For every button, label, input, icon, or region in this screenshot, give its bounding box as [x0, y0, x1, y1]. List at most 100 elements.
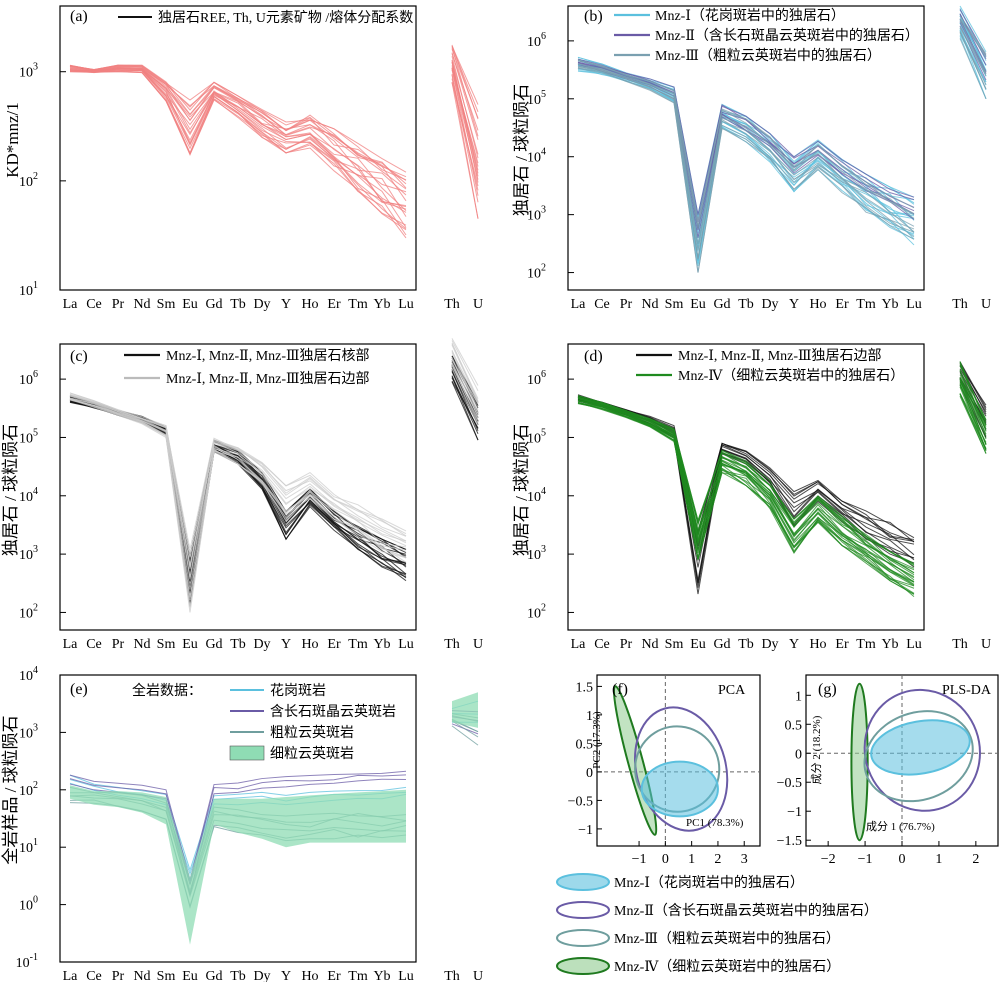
- panel-e-labels: (e) 全岩数据： 花岗斑岩 含长石斑晶云英斑岩 粗粒云英斑岩 细粒云英斑岩 全…: [1, 681, 396, 865]
- panel-d-legend-1: Mnz-Ⅰ, Mnz-Ⅱ, Mnz-Ⅲ独居石边部: [678, 348, 882, 364]
- panel-b-xtick-label: Lu: [906, 297, 922, 312]
- panel-g-xtick-label: 0: [899, 852, 906, 867]
- panel-a-ylabel: KD*mnz/1: [3, 102, 22, 178]
- panel-c-series-line: [69, 400, 407, 603]
- panel-d-xtick-label: Lu: [906, 637, 922, 652]
- panel-b-series-line: [577, 67, 915, 261]
- panel-d-series-line: [577, 401, 915, 594]
- panel-d-legend-2: Mnz-Ⅳ（细粒云英斑岩中的独居石）: [678, 367, 904, 384]
- panel-f-ellipse-2: [634, 706, 729, 832]
- bottom-legend-label-3: Mnz-Ⅲ（粗粒云英斑岩中的独居石）: [614, 930, 840, 947]
- panel-d-series-line: [577, 398, 915, 578]
- panel-d-xtick-label: Tb: [738, 637, 754, 652]
- panel-c-xtick-label: Nd: [133, 637, 150, 652]
- panel-d-xtick-label: Ce: [594, 637, 610, 652]
- panel-c-series-line-thu: [451, 368, 479, 426]
- panel-a-xtick-label: Tb: [230, 297, 246, 312]
- panel-a-ytick-label: 101: [19, 280, 38, 299]
- panel-d-series-line: [577, 399, 915, 583]
- panel-a-series-line: [69, 67, 407, 213]
- panel-f-ellipse-1: [640, 760, 719, 818]
- panel-c-frame: [59, 343, 417, 631]
- panel-a-xtick-label: Yb: [373, 297, 390, 312]
- panel-d-series-line-thu: [959, 376, 987, 431]
- panel-d-labels: (d) Mnz-Ⅰ, Mnz-Ⅱ, Mnz-Ⅲ独居石边部 Mnz-Ⅳ（细粒云英斑…: [512, 348, 904, 556]
- bottom-legend-label-2: Mnz-Ⅱ（含长石斑晶云英斑岩中的独居石）: [614, 902, 878, 919]
- panel-a-series-line: [69, 66, 407, 193]
- panel-a-ytick-label: 103: [19, 62, 38, 81]
- panel-c-xtick-label: La: [63, 637, 79, 652]
- panel-a-labels: (a) 独居石REE, Th, U元素矿物 /熔体分配系数 KD*mnz/1: [3, 8, 413, 178]
- panel-a-xtick-label: Lu: [398, 297, 414, 312]
- panel-b-series-line-thu: [959, 38, 987, 99]
- panel-d-series-line: [577, 402, 915, 587]
- panel-d-xtick-label: Tm: [856, 637, 876, 652]
- bottom-legend-marker-3: [556, 929, 610, 947]
- panel-b-series-line-thu: [959, 15, 987, 55]
- panel-a-series-line: [69, 69, 407, 226]
- panel-d-xtick-label: La: [571, 637, 587, 652]
- panel-b-xtick-label: Sm: [665, 297, 684, 312]
- panel-f-xtick-label: 0: [662, 852, 669, 867]
- panel-c-series-line: [69, 398, 407, 589]
- panel-b-series-line: [577, 67, 915, 264]
- panel-c-series-line-thu: [451, 344, 479, 403]
- panel-e-xtick-label: Yb: [373, 969, 390, 982]
- panel-e-band-thu: [452, 692, 478, 728]
- panel-c-series-line: [69, 392, 407, 558]
- panel-e-xtick-label: Tb: [230, 969, 246, 982]
- panel-f-ytick-label: 1.5: [576, 680, 594, 695]
- panel-d-series-line: [577, 396, 915, 574]
- panel-f-ytick-label: −0.5: [568, 794, 593, 809]
- panel-e-legend-4: 细粒云英斑岩: [270, 745, 354, 762]
- panel-c-legend-1: Mnz-Ⅰ, Mnz-Ⅱ, Mnz-Ⅲ独居石核部: [166, 348, 370, 364]
- panel-b-tag: (b): [584, 8, 603, 25]
- panel-e-legend-3: 粗粒云英斑岩: [270, 724, 354, 741]
- panel-c-series-line: [69, 394, 407, 578]
- panel-d-series-line: [577, 400, 915, 595]
- panel-c-series-line: [69, 399, 407, 582]
- panel-g-ylabel: 成分 2 (18.2%): [810, 715, 823, 784]
- panel-b-xtick-label: Dy: [761, 297, 778, 312]
- panel-b-xtick-label: Eu: [690, 297, 706, 312]
- panel-f-tag: (f): [612, 681, 628, 698]
- panel-c-series-line-thu: [451, 350, 479, 403]
- panel-a-series-line-thu: [451, 46, 479, 113]
- panel-a-xtick-label: Tm: [348, 297, 368, 312]
- panel-e-xtick-label: Eu: [182, 969, 198, 982]
- panel-e-series-line: [69, 774, 407, 885]
- panel-d-ylabel: 独居石 / 球粒陨石: [512, 424, 531, 556]
- panel-d-series-line: [577, 402, 915, 598]
- bottom-legend: Mnz-Ⅰ（花岗斑岩中的独居石） Mnz-Ⅱ（含长石斑晶云英斑岩中的独居石） M…: [556, 873, 878, 975]
- panel-a-series-line: [69, 64, 407, 181]
- panel-b-series-line: [577, 59, 915, 230]
- panel-a-series-line: [69, 65, 407, 178]
- panel-a-xtick-label: Th: [444, 297, 460, 312]
- panel-b-ytick-label: 106: [527, 31, 546, 50]
- panel-g-ytick-label: 0: [795, 747, 802, 762]
- panel-b-series-line: [577, 69, 915, 262]
- panel-c-ytick-label: 106: [19, 369, 38, 388]
- panel-c-series-line: [69, 398, 407, 608]
- panel-c-legend-2: Mnz-Ⅰ, Mnz-Ⅱ, Mnz-Ⅲ独居石边部: [166, 371, 370, 387]
- panel-a-series-line: [69, 65, 407, 185]
- panel-b-series-line: [577, 61, 915, 231]
- panel-g-plot: −2 −1 0 1 2 1 0.5 0 −0.5 −1 −1.5: [777, 674, 999, 867]
- panel-c-series-line: [69, 399, 407, 592]
- panel-c-series-line-thu: [451, 377, 479, 429]
- panel-d-series-line: [577, 400, 915, 583]
- panel-d-series-line: [577, 402, 915, 595]
- panel-e-legend-swatch: [229, 745, 265, 761]
- panel-c-series-line-thu: [451, 343, 479, 399]
- panel-f-ytick-label: 0.5: [576, 737, 594, 752]
- panel-b-series-line-thu: [959, 5, 987, 53]
- panel-b-labels: (b) Mnz-Ⅰ（花岗斑岩中的独居石） Mnz-Ⅱ（含长石斑晶云英斑岩中的独居…: [512, 8, 919, 216]
- panel-e-ytick-label: 100: [19, 895, 38, 914]
- panel-c-xtick-label: Gd: [205, 637, 222, 652]
- panel-d-ytick-label: 102: [527, 602, 546, 621]
- panel-c-series-line: [69, 395, 407, 570]
- panel-d-frame: [567, 343, 925, 631]
- panel-e-frame: [59, 674, 417, 963]
- panel-b-ylabel: 独居石 / 球粒陨石: [512, 84, 531, 216]
